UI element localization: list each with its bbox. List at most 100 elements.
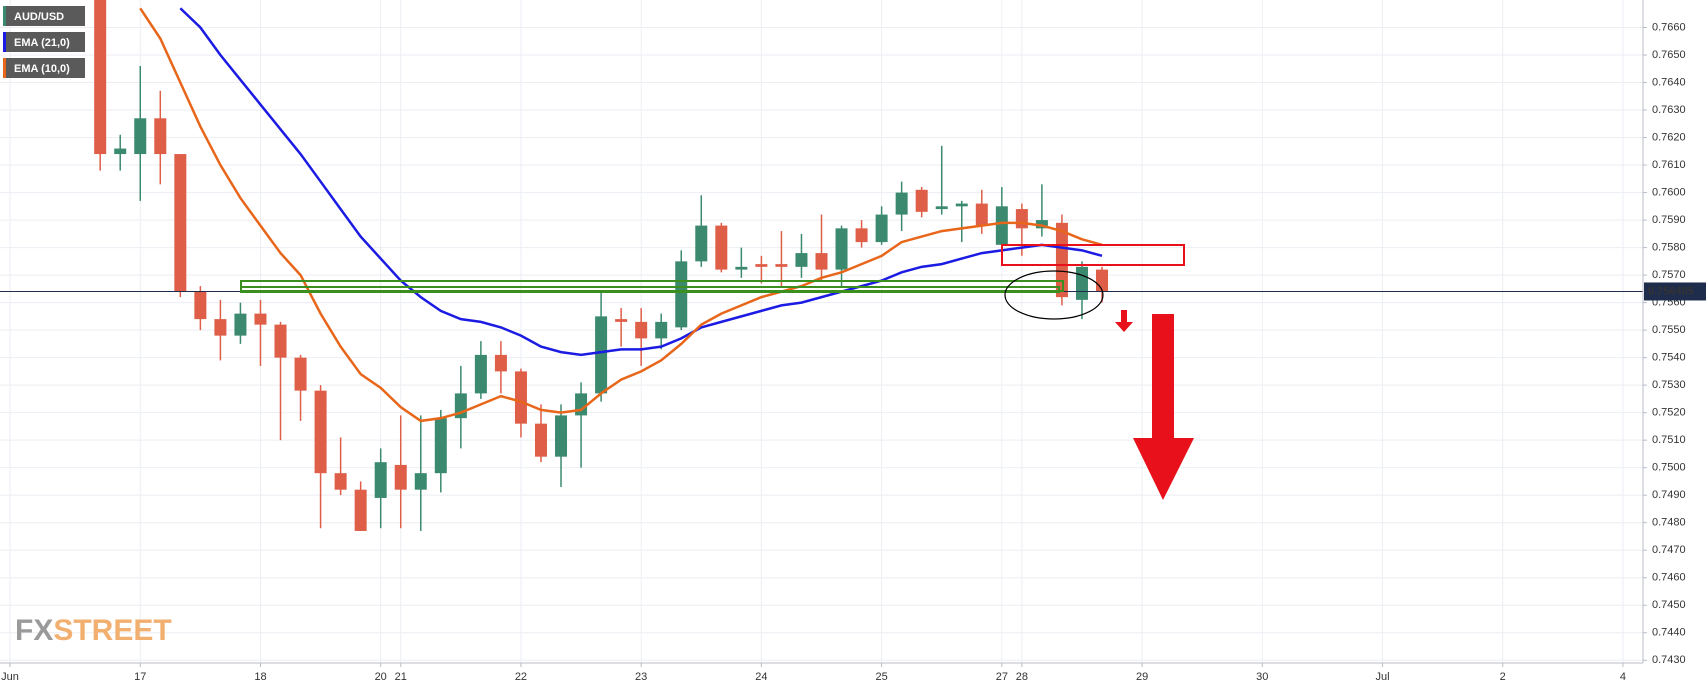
y-tick-label: 0.7610	[1652, 159, 1686, 171]
candle-body	[154, 118, 167, 155]
x-tick-label: 17	[134, 671, 146, 683]
drawings	[240, 244, 1194, 500]
candle-body	[735, 266, 748, 270]
last-price-box	[1644, 282, 1706, 301]
candle-body	[1035, 220, 1048, 229]
legend-entry: EMA (10,0)	[14, 63, 70, 75]
plot-area	[0, 0, 1643, 531]
candle-body	[815, 253, 828, 270]
candle-body	[675, 261, 688, 328]
candle-body	[134, 118, 147, 155]
candle-body	[975, 203, 988, 226]
x-tick-label: 28	[1016, 671, 1028, 683]
candle-body	[494, 354, 507, 372]
candle-body	[915, 189, 928, 212]
candle-body	[795, 253, 808, 267]
y-tick-label: 0.7630	[1652, 104, 1686, 116]
y-tick-label: 0.7490	[1652, 489, 1686, 501]
candle-body	[955, 203, 968, 207]
candle-body	[114, 148, 127, 155]
legend-entry: EMA (21,0)	[14, 37, 70, 49]
candle-body	[414, 473, 427, 490]
candle-body	[655, 321, 668, 339]
x-tick-label: 2	[1500, 671, 1506, 683]
y-tick-label: 0.7570	[1652, 269, 1686, 281]
candle-body	[514, 371, 527, 424]
y-tick-label: 0.7620	[1652, 131, 1686, 143]
y-tick-label: 0.7460	[1652, 572, 1686, 584]
candle-body	[1075, 266, 1088, 300]
candle-body	[775, 264, 788, 267]
y-tick-label: 0.7440	[1652, 627, 1686, 639]
candle-body	[995, 206, 1008, 245]
candle-body	[715, 225, 728, 270]
axes: 0.7430 0.7440 0.7450 0.7460 0.7470 0.7480 0.74…	[1, 21, 1706, 683]
candle-body	[314, 390, 327, 474]
candle-body	[1096, 269, 1109, 292]
y-tick-label: 0.7480	[1652, 517, 1686, 529]
candle-body	[875, 214, 888, 243]
candle-body	[94, 0, 107, 155]
x-tick-label: Jul	[1375, 671, 1389, 683]
x-tick-label: 18	[254, 671, 266, 683]
y-tick-label: 0.7510	[1652, 434, 1686, 446]
candle-body	[615, 319, 628, 322]
big-arrow	[1133, 314, 1194, 500]
support-zone	[240, 286, 1060, 293]
resistance-zone	[1001, 244, 1185, 266]
legend-swatch	[3, 32, 6, 52]
candle-body	[555, 415, 568, 457]
y-tick-label: 0.7470	[1652, 544, 1686, 556]
candle-body	[575, 393, 588, 416]
candle-body	[534, 423, 547, 457]
candle-body	[214, 319, 227, 336]
small-arrow	[1115, 310, 1133, 332]
candle-body	[595, 316, 608, 394]
grid	[0, 0, 1643, 663]
y-tick-label: 0.7590	[1652, 214, 1686, 226]
candle-body	[254, 313, 267, 325]
candle-body	[174, 154, 187, 292]
ema-line	[139, 7, 1103, 423]
candle-body	[1015, 209, 1028, 229]
y-tick-label: 0.7540	[1652, 352, 1686, 364]
y-tick-label: 0.7650	[1652, 49, 1686, 61]
y-tick-label: 0.7520	[1652, 407, 1686, 419]
y-tick-label: 0.7450	[1652, 599, 1686, 611]
x-tick-label: 29	[1136, 671, 1148, 683]
candle-body	[895, 192, 908, 215]
logo: FXSTREET	[15, 614, 172, 647]
x-tick-label: 20	[375, 671, 387, 683]
legend-box	[3, 6, 85, 26]
candle-body	[755, 264, 768, 267]
logo-fx: FX	[15, 614, 53, 647]
x-tick-label: 4	[1620, 671, 1626, 683]
x-tick-label: 30	[1256, 671, 1268, 683]
x-tick-label: 25	[875, 671, 887, 683]
candle-body	[635, 321, 648, 339]
x-tick-label: 21	[395, 671, 407, 683]
candle-body	[194, 291, 207, 320]
y-tick-label: 0.7640	[1652, 76, 1686, 88]
logo-street: STREET	[53, 614, 171, 647]
candle-body	[354, 489, 367, 531]
y-tick-label: 0.7550	[1652, 324, 1686, 336]
candle-body	[434, 418, 447, 474]
candle-body	[334, 473, 347, 490]
x-tick-label: 24	[755, 671, 767, 683]
candle-body	[855, 228, 868, 243]
legend-box	[3, 58, 85, 78]
candle-body	[695, 225, 708, 262]
y-tick-label: 0.7660	[1652, 21, 1686, 33]
legend-symbol: AUD/USD	[14, 11, 64, 23]
y-tick-label: 0.7430	[1652, 654, 1686, 666]
y-tick-label: 0.7580	[1652, 241, 1686, 253]
legend: AUD/USD EMA (21,0) EMA (10,0)	[3, 6, 85, 78]
candle-body	[1055, 222, 1068, 298]
candle-body	[935, 206, 948, 210]
legend-swatch	[3, 58, 6, 78]
candle-body	[234, 313, 247, 336]
y-tick-label: 0.7500	[1652, 462, 1686, 474]
